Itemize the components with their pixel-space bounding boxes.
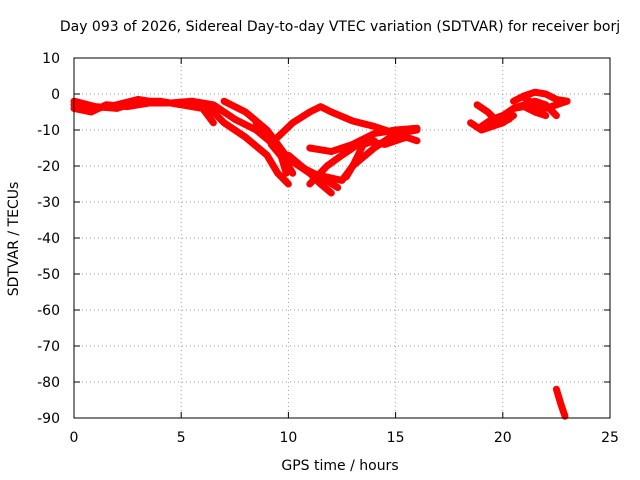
x-tick-label: 25 bbox=[601, 430, 619, 446]
sdtvar-trace-13 bbox=[342, 130, 400, 181]
chart-title: Day 093 of 2026, Sidereal Day-to-day VTE… bbox=[60, 19, 620, 35]
y-tick-label: 0 bbox=[51, 87, 60, 103]
sdtvar-trace-20 bbox=[552, 385, 569, 420]
y-tick-label: -70 bbox=[37, 339, 60, 355]
x-tick-label: 15 bbox=[387, 430, 405, 446]
y-tick-labels: 10 0 -10 -20 -30 -40 -50 -60 -70 -80 -90 bbox=[37, 51, 60, 427]
data-traces bbox=[70, 88, 571, 420]
y-tick-label: -20 bbox=[37, 159, 60, 175]
y-tick-label: -50 bbox=[37, 267, 60, 283]
x-tick-label: 10 bbox=[279, 430, 297, 446]
x-tick-label: 5 bbox=[177, 430, 186, 446]
grid-lines bbox=[74, 58, 610, 418]
sdtvar-trace-19 bbox=[520, 94, 571, 112]
tick-marks bbox=[73, 57, 611, 419]
y-tick-label: -30 bbox=[37, 195, 60, 211]
sdtvar-trace-8 bbox=[267, 140, 297, 177]
x-tick-labels: 0 5 10 15 20 25 bbox=[70, 430, 619, 446]
x-tick-label: 20 bbox=[494, 430, 512, 446]
sdtvar-trace-18 bbox=[510, 103, 550, 120]
sdtvar-trace-3 bbox=[70, 97, 196, 116]
x-axis-label: GPS time / hours bbox=[281, 458, 398, 474]
x-tick-label: 0 bbox=[70, 430, 79, 446]
y-tick-label: -40 bbox=[37, 231, 60, 247]
y-tick-label: -90 bbox=[37, 411, 60, 427]
y-tick-label: -80 bbox=[37, 375, 60, 391]
y-tick-label: -10 bbox=[37, 123, 60, 139]
y-tick-label: 10 bbox=[42, 51, 60, 67]
y-axis-label: SDTVAR / TECUs bbox=[6, 182, 22, 297]
sdtvar-trace-12 bbox=[306, 124, 421, 156]
y-tick-label: -60 bbox=[37, 303, 60, 319]
